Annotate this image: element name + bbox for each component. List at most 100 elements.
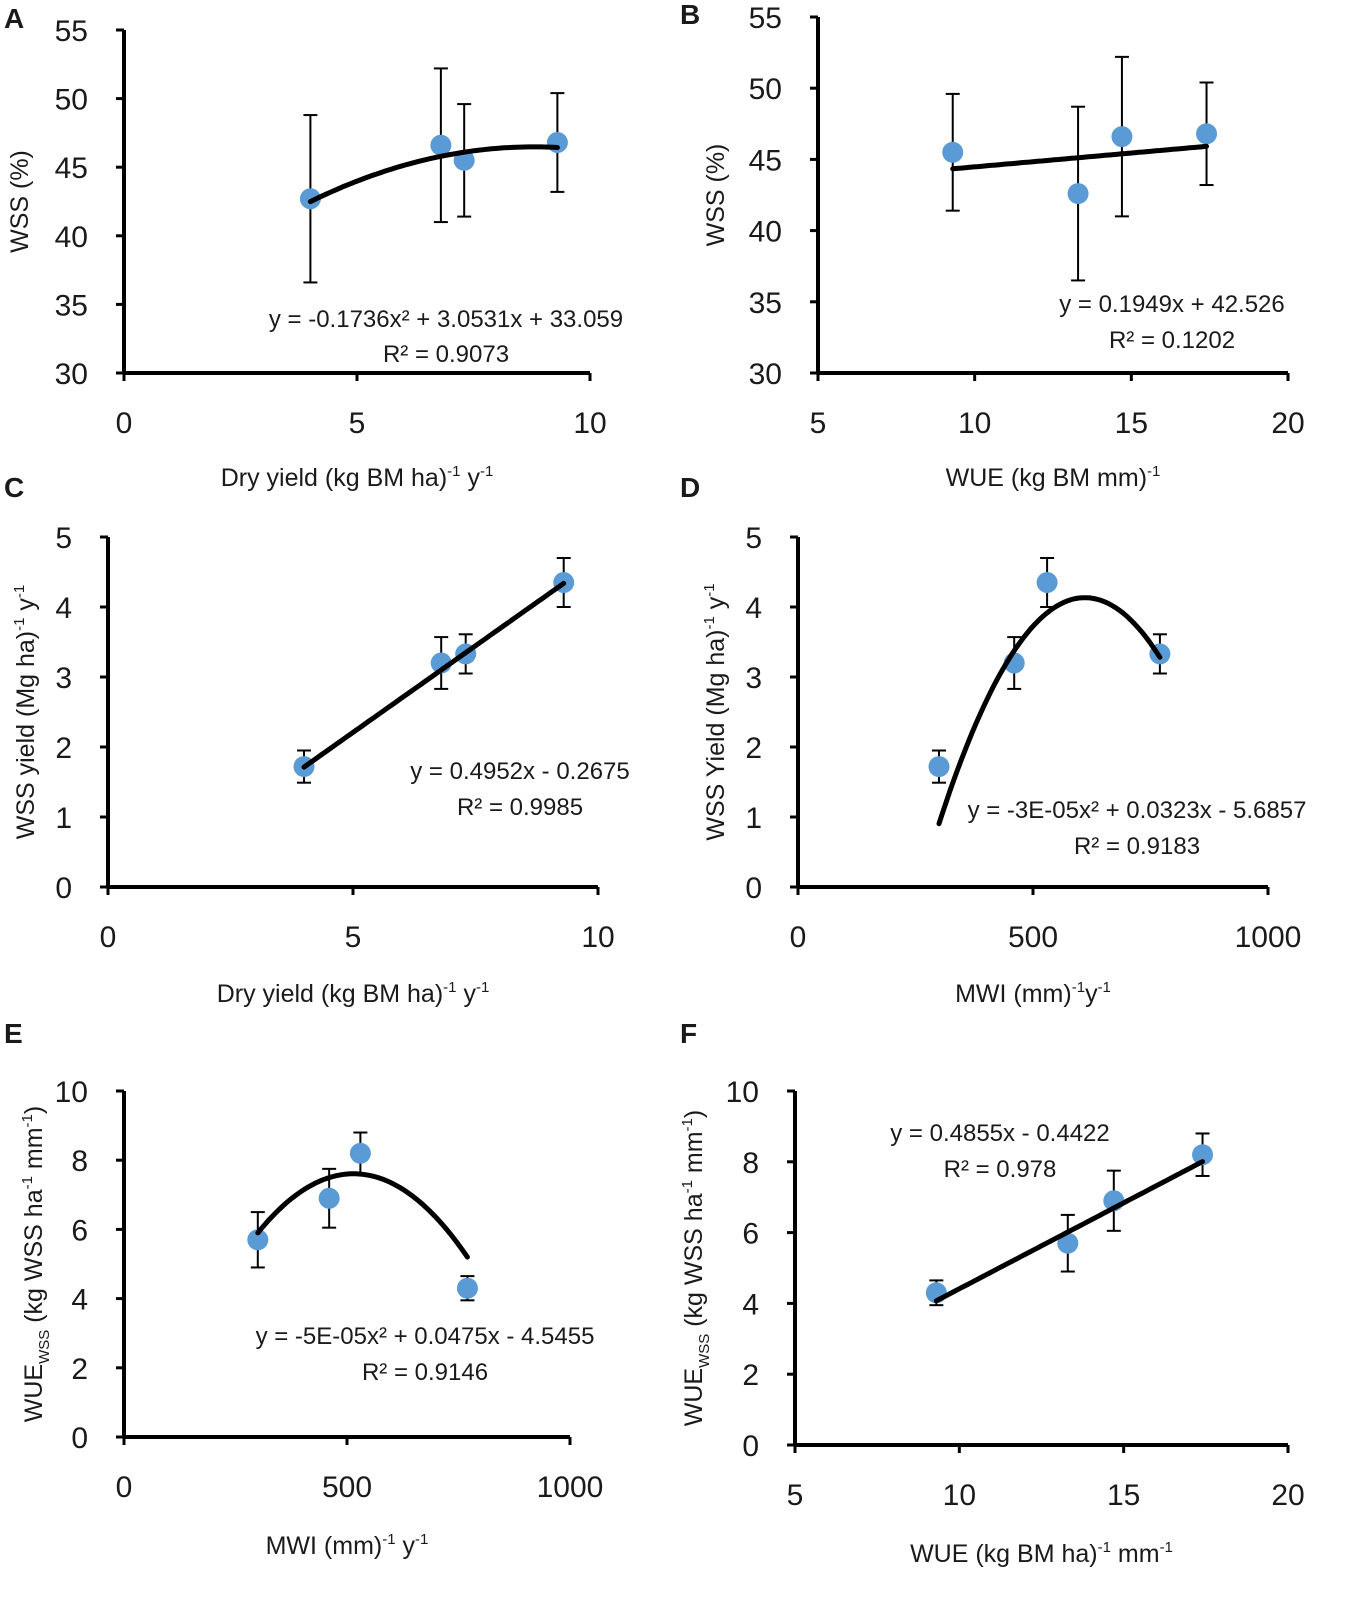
data-point <box>318 1187 340 1209</box>
panel-a: A 30 35 40 45 50 55 0 5 10 Dry yield (kg BM ha)-1​… <box>4 3 623 492</box>
data-point <box>299 188 321 210</box>
trendline <box>936 595 1163 827</box>
y-tick-label: 10 <box>726 1076 759 1109</box>
x-tick-label: 10 <box>958 407 991 440</box>
y-tick-label: 4 <box>55 592 72 625</box>
y-tick-label: 0 <box>55 872 72 905</box>
x-tick-label: 5 <box>787 1479 804 1512</box>
y-tick-label: 0 <box>745 872 762 905</box>
y-axis-title: WSS (%) <box>702 144 730 247</box>
x-tick-label: 5 <box>345 921 362 954</box>
x-tick-label: 1000 <box>1235 921 1302 954</box>
x-axis-title: WUE (kg BM ha)-1​ mm-1​ <box>910 1539 1173 1568</box>
y-tick-label: 2 <box>55 732 72 765</box>
data-point <box>1192 1144 1214 1166</box>
r-squared: R² = 0.9183 <box>1074 833 1200 860</box>
y-tick-label: 3 <box>55 662 72 695</box>
x-tick-label: 10 <box>581 921 614 954</box>
trend-equation: y = 0.4855x - 0.4422 <box>890 1120 1110 1147</box>
panel-letter: A <box>4 3 24 34</box>
y-tick-label: 10 <box>55 1076 88 1109</box>
x-tick-label: 15 <box>1115 407 1148 440</box>
trendline <box>933 1159 1205 1304</box>
x-axis-title: Dry yield (kg BM ha)-1​ y-1​ <box>217 979 490 1008</box>
data-point <box>430 134 452 156</box>
y-tick-label: 1 <box>745 802 762 835</box>
y-tick-label: 6 <box>742 1218 759 1251</box>
x-tick-label: 0 <box>100 921 117 954</box>
y-axis-title: WUEWSS​ (kg WSS ha-1​ mm-1​) <box>679 1110 713 1426</box>
data-point <box>1196 123 1218 145</box>
y-axis-title: WSS (%) <box>6 150 34 253</box>
y-tick-label: 4 <box>742 1288 759 1321</box>
y-tick-label: 3 <box>745 662 762 695</box>
x-axis-title: WUE (kg BM mm)-1​ <box>946 463 1161 492</box>
y-tick-label: 55 <box>749 2 782 35</box>
y-tick-label: 30 <box>749 358 782 391</box>
y-tick-label: 35 <box>55 289 88 322</box>
data-point <box>1036 572 1058 593</box>
y-tick-label: 2 <box>742 1359 759 1392</box>
x-tick-label: 0 <box>116 1471 133 1504</box>
x-axis-title: Dry yield (kg BM ha)-1​ y-1​ <box>221 463 494 492</box>
data-point <box>1057 1232 1079 1254</box>
trend-equation: y = 0.1949x + 42.526 <box>1059 291 1285 318</box>
x-tick-label: 500 <box>1008 921 1058 954</box>
r-squared: R² = 0.9146 <box>362 1359 488 1386</box>
panel-e: E 0 2 4 6 8 10 0 500 1000 MWI (mm)-1​ y-1​ WUEWSS​ … <box>4 1018 603 1560</box>
panel-letter: F <box>680 1018 697 1049</box>
trendline <box>301 580 567 770</box>
x-tick-label: 20 <box>1271 407 1304 440</box>
x-tick-label: 10 <box>943 1479 976 1512</box>
data-point <box>247 1229 269 1251</box>
panel-letter: B <box>680 0 700 30</box>
x-tick-label: 20 <box>1271 1479 1304 1512</box>
y-tick-label: 8 <box>71 1145 88 1178</box>
trend-equation: y = -5E-05x² + 0.0475x - 4.5455 <box>256 1323 595 1350</box>
x-tick-label: 1000 <box>537 1471 604 1504</box>
y-tick-label: 40 <box>749 216 782 249</box>
trendline <box>307 144 560 205</box>
data-point <box>349 1142 371 1164</box>
data-point <box>456 1277 478 1299</box>
panel-c: C 0 1 2 3 4 5 0 5 10 Dry yield (kg BM ha)-1​ y-1​ W… <box>4 472 630 1008</box>
x-tick-label: 500 <box>322 1471 372 1504</box>
trendline <box>950 143 1209 172</box>
r-squared: R² = 0.978 <box>944 1156 1057 1183</box>
y-axis-title: WSS Yield (Mg ha)-1​ y-1​ <box>701 583 730 840</box>
x-tick-label: 10 <box>573 407 606 440</box>
y-tick-label: 5 <box>745 522 762 555</box>
panel-letter: C <box>4 472 24 503</box>
r-squared: R² = 0.1202 <box>1109 327 1235 354</box>
panel-letter: E <box>4 1018 23 1049</box>
data-point <box>1067 183 1089 205</box>
x-axis-title: MWI (mm)-1​ y-1​ <box>266 1531 429 1560</box>
y-tick-label: 50 <box>55 84 88 117</box>
panel-d: D 0 1 2 3 4 5 0 500 1000 MWI (mm)-1​y-1​ WSS Yield … <box>680 472 1306 1008</box>
x-tick-label: 0 <box>116 407 133 440</box>
y-tick-label: 30 <box>55 358 88 391</box>
y-tick-label: 6 <box>71 1214 88 1247</box>
y-tick-label: 4 <box>745 592 762 625</box>
y-tick-label: 35 <box>749 287 782 320</box>
y-tick-label: 4 <box>71 1284 88 1317</box>
y-tick-label: 8 <box>742 1147 759 1180</box>
x-tick-label: 5 <box>349 407 366 440</box>
y-tick-label: 55 <box>55 15 88 48</box>
data-point <box>928 756 950 778</box>
y-tick-label: 2 <box>745 732 762 765</box>
x-tick-label: 0 <box>790 921 807 954</box>
x-tick-label: 5 <box>810 407 827 440</box>
r-squared: R² = 0.9985 <box>457 794 583 821</box>
x-tick-label: 15 <box>1107 1479 1140 1512</box>
panel-letter: D <box>680 472 700 503</box>
trend-equation: y = 0.4952x - 0.2675 <box>410 758 630 785</box>
y-tick-label: 0 <box>742 1430 759 1463</box>
y-tick-label: 5 <box>55 522 72 555</box>
y-tick-label: 40 <box>55 221 88 254</box>
trend-equation: y = -0.1736x² + 3.0531x + 33.059 <box>269 306 623 333</box>
x-axis-title: MWI (mm)-1​y-1​ <box>955 979 1111 1008</box>
y-tick-label: 0 <box>71 1422 88 1455</box>
